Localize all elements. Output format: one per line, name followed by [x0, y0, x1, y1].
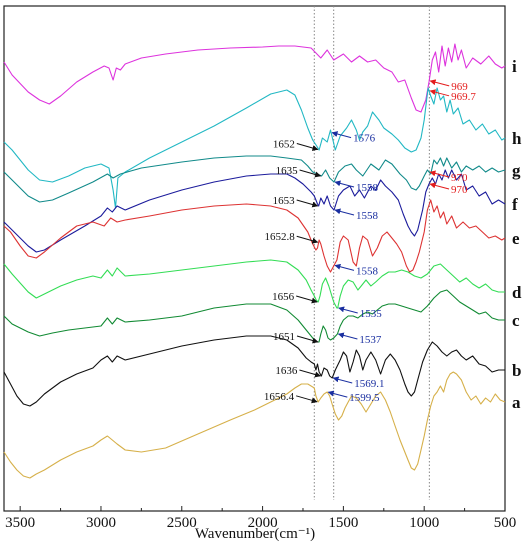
annotation-arrow-7 [429, 182, 450, 190]
annotation-arrow-10 [296, 235, 319, 244]
annotation-arrow-16 [299, 369, 321, 378]
annotation-label-2: 1652 [273, 138, 295, 150]
annotation-arrow-0 [429, 79, 450, 87]
annotation-label-11: 1558 [356, 265, 379, 277]
annotation-arrow-15 [337, 332, 358, 340]
series-label-e: e [512, 229, 520, 248]
annotation-arrow-4 [429, 170, 450, 178]
annotation-label-8: 1653 [273, 195, 296, 207]
series-line-c [3, 289, 505, 343]
annotation-label-5: 1635 [276, 165, 299, 177]
annotation-label-17: 1569.1 [354, 378, 384, 390]
annotation-arrow-14 [296, 335, 319, 344]
annotation-label-3: 1576 [353, 133, 376, 145]
annotation-label-0: 969 [451, 81, 468, 93]
x-tick-label-4: 1500 [328, 515, 358, 531]
series-label-d: d [512, 283, 522, 302]
x-tick-label-6: 500 [494, 515, 517, 531]
annotation-arrow-12 [296, 295, 318, 304]
series-line-f [3, 169, 506, 253]
annotation-label-15: 1537 [359, 334, 382, 346]
annotation-label-10: 1652.8 [264, 231, 295, 243]
annotation-label-13: 1535 [360, 308, 383, 320]
series-line-i [3, 43, 506, 113]
annotation-arrow-1 [429, 89, 450, 97]
series-line-b [3, 335, 505, 407]
x-axis: 3500 3000 2500 2000 1500 1000 500 [5, 506, 516, 531]
annotation-label-16: 1636 [275, 365, 298, 377]
x-axis-title: Wavenumber(cm⁻¹) [195, 526, 315, 542]
annotation-arrow-17 [332, 376, 353, 384]
annotation-arrow-8 [296, 199, 319, 208]
annotation-arrow-5 [299, 169, 322, 178]
annotation-label-12: 1656 [272, 291, 295, 303]
annotation-label-4: 970 [451, 172, 468, 184]
series-label-i: i [512, 57, 517, 76]
annotation-label-19: 1599.5 [349, 392, 380, 404]
annotation-label-18: 1656.4 [264, 391, 295, 403]
series-line-g [3, 155, 506, 203]
annotation-label-6: 1558 [356, 182, 379, 194]
series-layer [3, 43, 506, 479]
series-label-f: f [512, 195, 518, 214]
series-label-a: a [512, 393, 521, 412]
annotation-label-14: 1651 [273, 331, 295, 343]
series-label-g: g [512, 161, 521, 180]
series-line-a [3, 371, 506, 479]
x-tick-label-1: 3000 [86, 515, 116, 531]
annotation-arrow-2 [296, 142, 319, 151]
x-tick-label-3: 2000 [248, 515, 278, 531]
series-line-e [3, 199, 506, 273]
annotation-arrow-19 [327, 390, 348, 398]
annotation-label-9: 1558 [356, 210, 379, 222]
plot-frame [3, 5, 506, 512]
annotation-arrow-6 [334, 180, 355, 188]
annotation-arrow-13 [338, 306, 358, 314]
annotation-arrow-11 [334, 263, 355, 271]
annotation-label-1: 969.7 [451, 91, 476, 103]
annotation-arrow-3 [331, 131, 352, 139]
series-line-h [3, 87, 506, 209]
annotation-arrow-18 [295, 395, 318, 404]
x-tick-label-5: 1000 [409, 515, 439, 531]
series-label-c: c [512, 311, 520, 330]
x-tick-label-0: 3500 [5, 515, 35, 531]
x-tick-label-2: 2500 [167, 515, 197, 531]
annotation-arrow-9 [334, 208, 355, 216]
annotation-label-7: 970 [451, 184, 468, 196]
series-line-d [3, 259, 505, 309]
series-label-h: h [512, 129, 522, 148]
series-label-b: b [512, 361, 521, 380]
